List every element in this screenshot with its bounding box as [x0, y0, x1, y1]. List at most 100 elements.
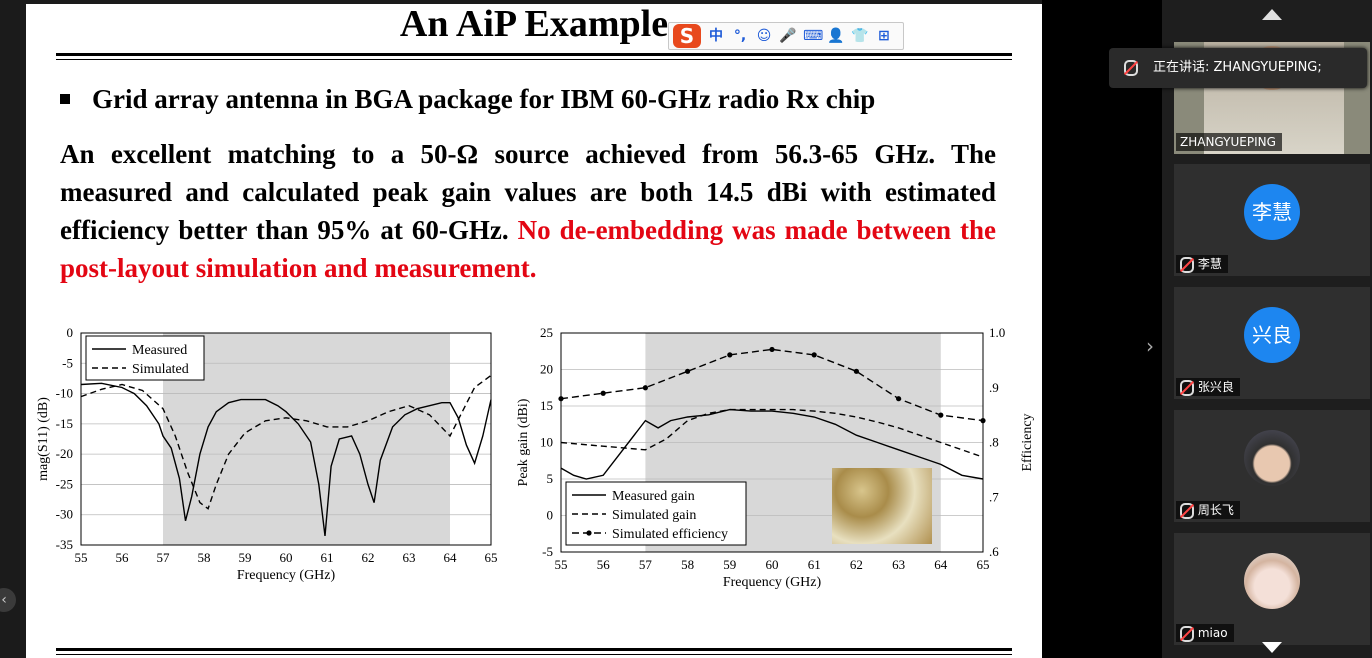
series-line — [560, 408, 984, 458]
grid-icon[interactable]: ⊞ — [878, 28, 890, 44]
x-tick-label: 56 — [597, 557, 611, 572]
legend-label: Measured — [132, 343, 187, 358]
slide-title: An AiP Example — [399, 4, 669, 45]
scroll-down-icon[interactable] — [1262, 642, 1282, 653]
x-tick-label: 61 — [321, 550, 334, 565]
legend-label: Simulated efficiency — [612, 527, 728, 542]
x-tick-label: 58 — [681, 557, 694, 572]
x-tick-label: 55 — [555, 557, 568, 572]
y-tick-label: -30 — [56, 507, 73, 522]
ime-toolbar[interactable]: S 中 °, ☺ 🎤 ⌨ 👤 👕 ⊞ — [668, 22, 904, 50]
participant-name: ZHANGYUEPING — [1176, 133, 1282, 151]
microphone-icon[interactable]: 🎤 — [779, 28, 797, 44]
y2-axis-label: Efficiency — [1020, 413, 1035, 471]
series-marker — [685, 368, 691, 374]
bullet-item: Grid array antenna in BGA package for IB… — [60, 84, 875, 115]
series-marker — [769, 346, 775, 353]
participant-panel: ZHANGYUEPING 李慧 李慧 兴良 张兴良 周长飞 miao — [1162, 0, 1372, 658]
body-text: An excellent matching to a 50-Ω source a… — [60, 139, 996, 245]
x-tick-label: 59 — [239, 550, 252, 565]
legend-marker — [586, 530, 592, 536]
x-tick-label: 64 — [934, 557, 948, 572]
keyboard-icon[interactable]: ⌨ — [803, 28, 824, 44]
shaded-region — [163, 333, 450, 545]
y-tick-label: 20 — [540, 362, 553, 377]
participant-name: 周长飞 — [1176, 501, 1240, 519]
x-tick-label: 64 — [444, 550, 458, 565]
scroll-up-icon[interactable] — [1262, 9, 1282, 20]
x-tick-label: 63 — [403, 550, 416, 565]
y-tick-label: 25 — [540, 325, 553, 340]
bullet-square-icon — [60, 93, 70, 104]
x-tick-label: 62 — [850, 557, 863, 572]
series-line — [560, 348, 984, 422]
series-marker — [600, 390, 606, 396]
mic-muted-icon — [1180, 502, 1194, 519]
series-marker — [727, 352, 733, 358]
mic-muted-icon — [1180, 256, 1194, 273]
sogou-logo-icon[interactable]: S — [673, 24, 701, 48]
series-line — [560, 408, 984, 480]
user-icon[interactable]: 👤 — [827, 28, 845, 44]
skin-icon[interactable]: 👕 — [851, 28, 869, 44]
gap-area — [1042, 0, 1162, 658]
legend-label: Measured gain — [612, 489, 695, 504]
x-tick-label: 55 — [75, 550, 88, 565]
x-tick-label: 57 — [639, 557, 653, 572]
x-tick-label: 57 — [157, 550, 171, 565]
participant-tile[interactable]: 兴良 张兴良 — [1174, 287, 1370, 399]
collapse-left-button[interactable]: ‹ — [0, 588, 16, 612]
mic-muted-icon — [1180, 625, 1194, 642]
legend-label: Simulated gain — [612, 508, 696, 523]
avatar — [1244, 553, 1300, 609]
series-marker — [853, 368, 859, 374]
series-marker — [558, 396, 564, 402]
y-tick-label: 0 — [547, 508, 554, 523]
emoji-icon[interactable]: ☺ — [756, 28, 772, 44]
y-tick-label: -25 — [56, 476, 73, 491]
plot-frame — [80, 332, 492, 546]
mic-muted-icon — [1180, 379, 1194, 396]
y-axis-label: mag(S11) (dB) — [36, 397, 51, 481]
x-tick-label: 59 — [723, 557, 736, 572]
y-tick-label: 0 — [67, 325, 74, 340]
series-marker — [811, 352, 817, 358]
x-axis-label: Frequency (GHz) — [723, 575, 822, 590]
x-tick-label: 61 — [808, 557, 821, 572]
body-text-highlight: No de-embedding was made between the pos… — [60, 215, 997, 283]
x-axis-label: Frequency (GHz) — [237, 568, 336, 583]
legend-box — [85, 335, 205, 381]
antenna-photo — [832, 468, 932, 544]
y-axis-label: Peak gain (dBi) — [516, 398, 531, 486]
x-tick-label: 60 — [766, 557, 779, 572]
participant-tile[interactable]: 周长飞 — [1174, 410, 1370, 522]
footer-rule — [56, 648, 1012, 651]
participant-tile[interactable]: miao — [1174, 533, 1370, 645]
ime-chinese-mode[interactable]: 中 — [709, 28, 723, 44]
title-rule-thin — [56, 59, 1012, 60]
participant-name: 李慧 — [1176, 255, 1228, 273]
series-marker — [896, 396, 902, 402]
series-marker — [642, 385, 648, 391]
x-tick-label: 56 — [116, 550, 130, 565]
series-marker — [980, 418, 986, 424]
speaking-indicator: 正在讲话: ZHANGYUEPING; — [1109, 48, 1367, 88]
y2-tick-label: 1.0 — [989, 325, 1005, 340]
title-rule — [56, 53, 1012, 56]
y-tick-label: -10 — [56, 386, 73, 401]
ime-punctuation[interactable]: °, — [733, 28, 747, 44]
y2-tick-label: .9 — [989, 380, 999, 395]
x-tick-label: 63 — [892, 557, 905, 572]
y-tick-label: 5 — [547, 471, 554, 486]
y-tick-label: -5 — [542, 544, 553, 559]
expand-panel-chevron-icon[interactable]: › — [1146, 334, 1154, 358]
x-tick-label: 62 — [362, 550, 375, 565]
shared-slide: An AiP Example Grid array antenna in BGA… — [26, 4, 1042, 658]
y-tick-label: 10 — [540, 435, 553, 450]
series-marker — [938, 412, 944, 418]
x-tick-label: 60 — [280, 550, 293, 565]
participant-tile[interactable]: 李慧 李慧 — [1174, 164, 1370, 276]
x-tick-label: 65 — [977, 557, 990, 572]
speaking-label: 正在讲话: ZHANGYUEPING; — [1153, 60, 1322, 75]
s11-chart: 55 56 57 58 59 60 61 62 63 64 65 0 -5 -10 -15 -20 -25 -30… — [36, 325, 498, 583]
